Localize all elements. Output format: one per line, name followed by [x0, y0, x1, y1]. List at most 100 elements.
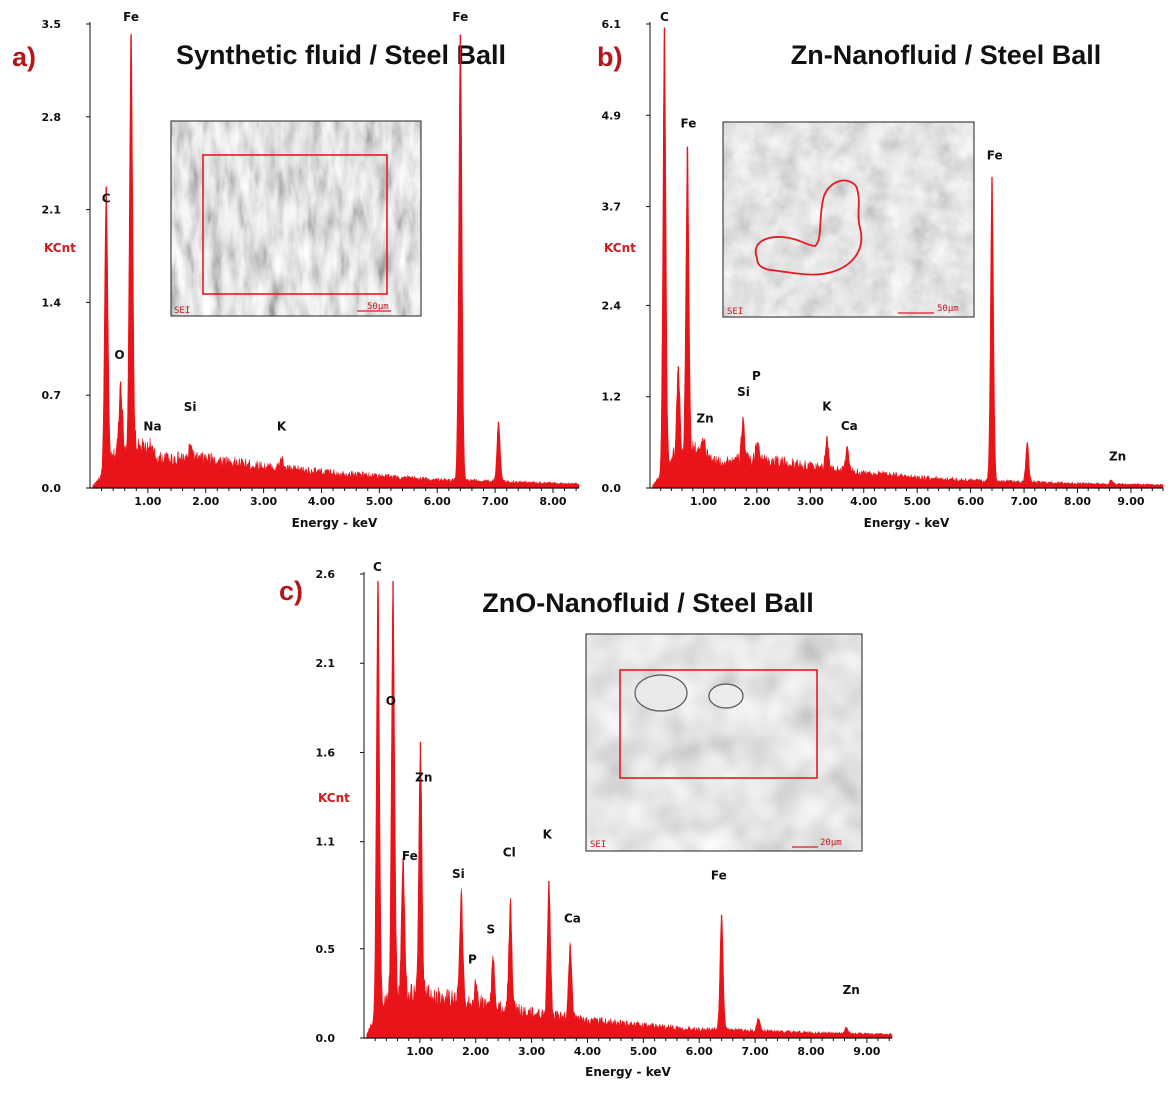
- scale-bar-label: 20μm: [820, 838, 842, 848]
- y-tick-label: 6.1: [602, 18, 622, 31]
- panel-title: ZnO-Nanofluid / Steel Ball: [482, 588, 814, 618]
- sem-image-border: [585, 633, 863, 852]
- spectrum-plot: 1.00 2.00 3.00 4.00 5.00 6.00 7.00 8.00 0.0 0.7 1.…: [42, 10, 580, 530]
- scale-bar-label: 50μm: [367, 302, 389, 312]
- y-axis-label: KCnt: [44, 241, 76, 255]
- peak-label: Na: [143, 420, 161, 434]
- peak-label: Si: [737, 385, 750, 399]
- y-tick-label: 3.7: [602, 201, 622, 214]
- y-tick-label: 4.9: [602, 109, 622, 122]
- sei-label: SEI: [727, 307, 743, 317]
- peak-label: Ca: [564, 912, 581, 926]
- roi-rectangle: [202, 154, 388, 295]
- spectrum-series: [366, 581, 893, 1039]
- x-tick-label: 5.00: [366, 495, 393, 508]
- peak-label: Ca: [841, 419, 858, 433]
- x-tick-label: 9.00: [853, 1045, 880, 1058]
- sem-inset: SEI 20μm: [585, 633, 863, 852]
- peak-label: C: [660, 10, 669, 24]
- x-tick-label: 7.00: [742, 1045, 769, 1058]
- y-axis-label: KCnt: [604, 241, 636, 255]
- y-tick-label: 1.2: [602, 391, 622, 404]
- x-tick-label: 3.00: [250, 495, 277, 508]
- peak-label: Zn: [415, 771, 432, 785]
- y-tick-label: 2.8: [42, 111, 62, 124]
- x-tick-label: 2.00: [462, 1045, 489, 1058]
- sem-image-border: [722, 121, 975, 318]
- panel-title: Zn-Nanofluid / Steel Ball: [791, 40, 1102, 70]
- y-tick-label: 2.1: [316, 657, 336, 670]
- panel-a: a) Synthetic fluid / Steel Ball 1.00 2.00…: [12, 10, 580, 530]
- peak-label: Cl: [503, 846, 516, 860]
- x-tick-label: 1.00: [134, 495, 161, 508]
- peak-label: Fe: [452, 10, 468, 24]
- x-tick-label: 3.00: [797, 495, 824, 508]
- peak-label: Fe: [123, 10, 139, 24]
- sem-image: [723, 122, 974, 317]
- panel-letter: c): [279, 576, 303, 606]
- peak-label: Si: [452, 867, 465, 881]
- peak-label: Zn: [1109, 450, 1126, 464]
- x-tick-label: 5.00: [904, 495, 931, 508]
- sei-label: SEI: [590, 840, 606, 850]
- panel-c: c) ZnO-Nanofluid / Steel Ball 1.00 2.00 3.…: [279, 560, 893, 1079]
- peak-label: Zn: [843, 983, 860, 997]
- y-tick-label: 0.0: [602, 482, 622, 495]
- panel-title: Synthetic fluid / Steel Ball: [176, 40, 506, 70]
- x-tick-label: 8.00: [797, 1045, 824, 1058]
- peak-label: Fe: [681, 116, 697, 130]
- peak-label: K: [822, 399, 832, 413]
- particle: [634, 674, 688, 712]
- y-tick-label: 0.0: [42, 482, 62, 495]
- peak-label: C: [102, 192, 111, 206]
- x-tick-label: 8.00: [539, 495, 566, 508]
- x-tick-label: 7.00: [1010, 495, 1037, 508]
- y-axis-label: KCnt: [318, 791, 350, 805]
- roi-outline: [754, 179, 863, 276]
- x-tick-label: 6.00: [424, 495, 451, 508]
- peak-label: P: [468, 953, 477, 967]
- spectrum-series: [652, 27, 1164, 489]
- x-tick-label: 1.00: [690, 495, 717, 508]
- y-tick-label: 2.4: [602, 299, 622, 312]
- y-tick-label: 0.0: [316, 1032, 336, 1045]
- panel-letter: a): [12, 42, 36, 72]
- spectrum-plot: 1.00 2.00 3.00 4.00 5.00 6.00 7.00 8.00 9.00 0.0 1…: [602, 10, 1164, 530]
- peak-label: P: [752, 369, 761, 383]
- y-tick-label: 1.4: [42, 296, 62, 309]
- x-tick-label: 3.00: [518, 1045, 545, 1058]
- peak-label: Fe: [402, 849, 418, 863]
- peak-label: Fe: [711, 869, 727, 883]
- peak-label: O: [386, 694, 396, 708]
- y-tick-label: 0.7: [42, 389, 62, 402]
- sei-label: SEI: [174, 306, 190, 316]
- x-tick-label: 7.00: [482, 495, 509, 508]
- particle: [708, 683, 744, 709]
- x-tick-label: 6.00: [957, 495, 984, 508]
- y-tick-label: 3.5: [42, 18, 62, 31]
- panel-b: b) Zn-Nanofluid / Steel Ball 1.00 2.00 3.0…: [597, 10, 1164, 530]
- x-tick-label: 8.00: [1064, 495, 1091, 508]
- x-axis-label: Energy - keV: [585, 1065, 671, 1079]
- sem-inset: SEI 50μm: [722, 121, 975, 318]
- x-axis-label: Energy - keV: [864, 516, 950, 530]
- peak-label: S: [487, 922, 496, 936]
- peak-label: K: [543, 828, 553, 842]
- y-tick-label: 2.6: [316, 568, 336, 581]
- sem-inset: SEI 50μm: [170, 120, 422, 317]
- peak-label: O: [114, 348, 124, 362]
- y-tick-label: 1.6: [316, 746, 336, 759]
- x-tick-label: 2.00: [192, 495, 219, 508]
- peak-label: Si: [184, 400, 197, 414]
- x-tick-label: 4.00: [308, 495, 335, 508]
- sem-image-border: [170, 120, 422, 317]
- x-axis-label: Energy - keV: [292, 516, 378, 530]
- peak-label: K: [277, 420, 287, 434]
- roi-rectangle: [619, 669, 818, 779]
- x-tick-label: 5.00: [630, 1045, 657, 1058]
- x-tick-label: 2.00: [743, 495, 770, 508]
- x-tick-label: 4.00: [574, 1045, 601, 1058]
- peak-label: Fe: [987, 148, 1003, 162]
- scale-bar-label: 50μm: [937, 304, 959, 314]
